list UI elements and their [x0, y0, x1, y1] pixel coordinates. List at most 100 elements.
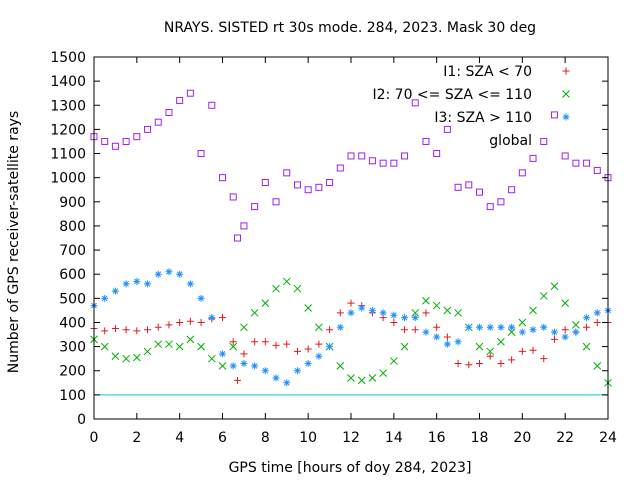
data-point — [422, 309, 430, 317]
data-point — [304, 186, 312, 194]
legend-marker — [562, 113, 570, 121]
data-point — [347, 309, 355, 317]
data-point — [550, 335, 558, 343]
x-tick-label: 14 — [385, 430, 403, 446]
data-point — [326, 326, 334, 334]
data-point — [122, 326, 130, 334]
data-point — [593, 166, 601, 174]
data-point — [240, 359, 248, 367]
series-3 — [90, 89, 612, 242]
data-point — [443, 306, 452, 315]
data-point — [315, 340, 323, 348]
data-point — [219, 174, 226, 182]
legend-marker — [562, 67, 570, 75]
data-point — [583, 159, 591, 167]
data-point — [357, 376, 366, 385]
data-point — [111, 325, 119, 332]
data-point — [358, 304, 366, 312]
data-point — [165, 268, 173, 276]
y-tick-label: 300 — [59, 340, 86, 356]
data-point — [186, 89, 194, 97]
data-point — [251, 362, 259, 370]
y-axis-label: Number of GPS receiver-satellite rays — [6, 111, 22, 373]
x-tick-label: 24 — [599, 430, 617, 446]
data-point — [111, 142, 119, 150]
data-point — [272, 284, 280, 293]
y-tick-label: 200 — [59, 364, 86, 380]
data-point — [347, 299, 355, 307]
data-point — [368, 306, 376, 314]
data-point — [219, 350, 226, 358]
data-point — [176, 96, 184, 104]
data-point — [293, 347, 301, 355]
data-point — [454, 359, 462, 367]
data-point — [251, 203, 259, 211]
data-point — [508, 323, 516, 331]
data-point — [400, 342, 409, 351]
legend-label: I2: 70 <= SZA <= 110 — [372, 87, 532, 103]
axis-ticks: 0100200300400500600700800900100011001200… — [50, 50, 617, 446]
data-point — [486, 347, 495, 356]
data-point — [229, 362, 237, 370]
data-point — [465, 181, 473, 189]
data-point — [497, 323, 505, 331]
data-point — [508, 186, 516, 194]
data-point — [208, 314, 216, 322]
data-point — [454, 183, 462, 191]
data-point — [144, 280, 152, 288]
data-point — [133, 133, 141, 141]
y-tick-label: 1500 — [50, 50, 86, 66]
data-point — [111, 352, 120, 361]
data-point — [411, 314, 419, 322]
data-point — [304, 304, 313, 312]
y-tick-label: 1100 — [50, 147, 86, 163]
data-point — [133, 327, 141, 335]
data-point — [186, 335, 195, 344]
data-point — [454, 308, 462, 317]
data-point — [336, 309, 344, 317]
data-point — [283, 340, 291, 348]
data-point — [197, 318, 205, 326]
data-point — [433, 150, 441, 158]
data-point — [207, 354, 216, 363]
data-point — [476, 188, 483, 196]
data-point — [282, 277, 291, 286]
x-tick-label: 12 — [342, 430, 360, 446]
y-tick-label: 400 — [59, 315, 86, 331]
series-layer — [90, 89, 612, 396]
data-point — [347, 374, 355, 382]
data-point — [165, 109, 173, 117]
data-point — [411, 326, 419, 334]
data-point — [143, 347, 152, 356]
data-point — [186, 317, 194, 325]
x-tick-label: 20 — [513, 430, 531, 446]
data-point — [229, 338, 237, 346]
data-point — [422, 296, 430, 305]
data-point — [443, 333, 451, 341]
y-tick-label: 100 — [59, 388, 86, 404]
data-point — [572, 159, 580, 167]
data-point — [197, 150, 205, 158]
data-point — [540, 323, 548, 331]
data-point — [101, 294, 109, 302]
x-tick-label: 22 — [556, 430, 574, 446]
data-point — [518, 347, 526, 355]
data-point — [336, 323, 344, 331]
data-point — [476, 323, 483, 331]
data-point — [197, 294, 205, 302]
data-point — [293, 181, 301, 189]
x-tick-label: 6 — [218, 430, 227, 446]
data-point — [550, 328, 558, 336]
data-point — [240, 323, 248, 332]
data-point — [572, 321, 580, 329]
data-point — [476, 359, 483, 367]
data-point — [315, 183, 323, 191]
data-point — [401, 326, 409, 334]
data-point — [593, 309, 601, 317]
data-point — [389, 357, 398, 365]
data-point — [176, 318, 184, 326]
series-0 — [90, 299, 612, 384]
data-point — [422, 137, 430, 145]
x-tick-label: 18 — [471, 430, 489, 446]
data-point — [497, 359, 505, 367]
